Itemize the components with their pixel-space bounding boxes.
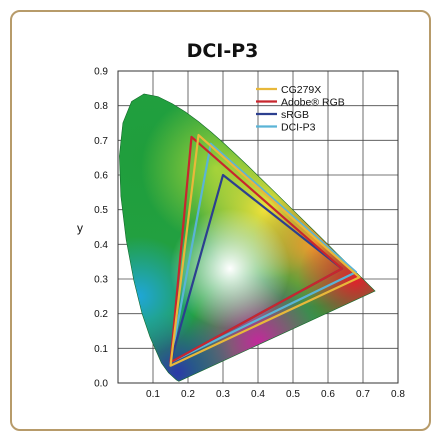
spectral-locus (119, 93, 376, 382)
x-tick-label: 0.1 (146, 389, 160, 400)
legend-label: DCI-P3 (281, 121, 316, 133)
locus-color-region (119, 236, 199, 357)
y-tick-label: 0.3 (94, 275, 108, 286)
y-axis-label: y (77, 221, 83, 235)
gamut-triangle-dci-p3 (169, 142, 358, 364)
x-tick-label: 0.7 (356, 389, 370, 400)
locus-color-region (170, 208, 290, 329)
y-tick-label: 0.5 (94, 205, 108, 216)
x-tick-label: 0.2 (181, 389, 195, 400)
x-tick-label: 0.8 (391, 389, 405, 400)
y-tick-label: 0.7 (94, 136, 108, 147)
x-tick-label: 0.4 (251, 389, 265, 400)
legend-label: CG279X (281, 84, 321, 96)
y-tick-label: 0.6 (94, 171, 108, 182)
x-tick-label: 0.6 (321, 389, 335, 400)
legend-label: sRGB (281, 109, 309, 121)
axes: 0.1 0.2 0.3 0.4 0.5 0.6 0.7 0.8 0.0 0.1 0.2 0.3 0.4 0… (77, 67, 405, 401)
x-tick-label: 0.5 (286, 389, 300, 400)
chart-title: DCI-P3 (186, 40, 259, 62)
y-tick-label: 0.1 (94, 344, 108, 355)
plot-frame (117, 70, 399, 384)
y-tick-label: 0.8 (94, 101, 108, 112)
y-tick-label: 0.2 (94, 309, 108, 320)
gamut-triangles (169, 134, 361, 367)
gamut-triangle-cg279x (169, 134, 361, 367)
x-tick-label: 0.3 (216, 389, 230, 400)
y-tick-label: 0.4 (94, 240, 108, 251)
y-tick-label: 0.0 (94, 379, 108, 390)
y-tick-label: 0.9 (94, 67, 108, 78)
gamut-triangle-adobe-rgb (169, 135, 344, 364)
legend-label: Adobe® RGB (281, 96, 345, 108)
